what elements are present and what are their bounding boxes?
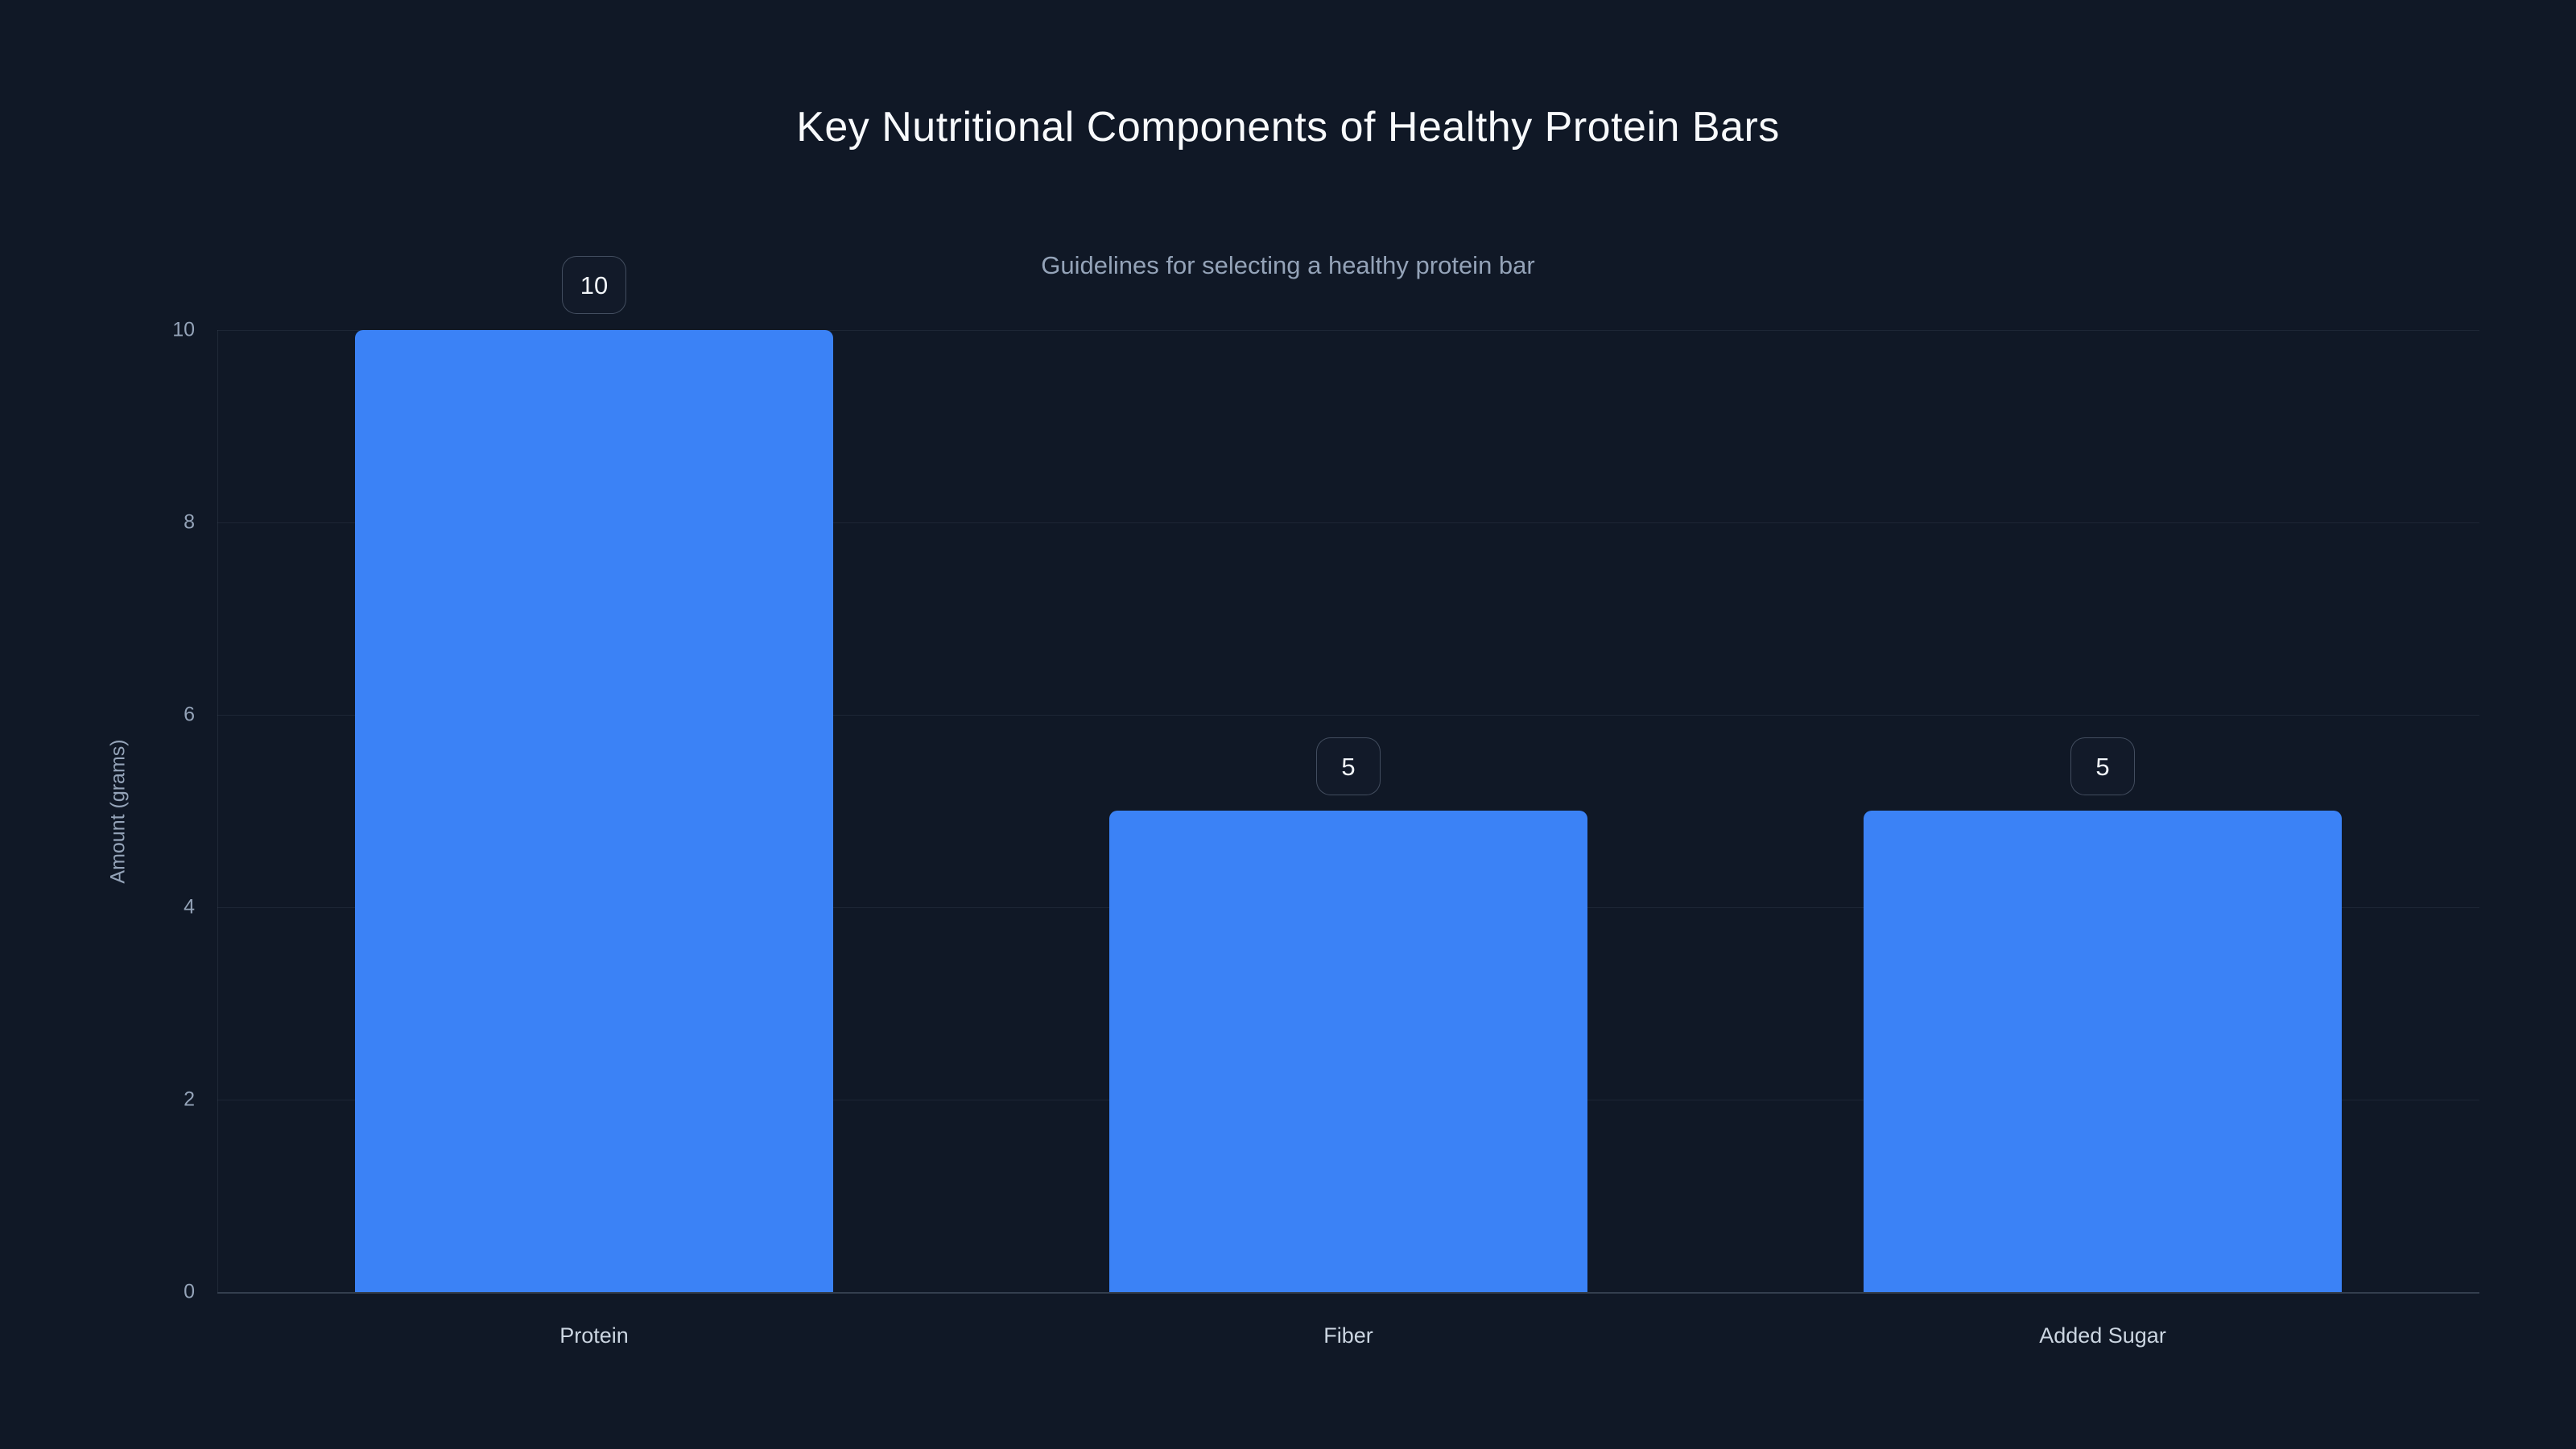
y-tick-label-0: 0 [184, 1280, 195, 1303]
y-tick-label-10: 10 [172, 318, 195, 341]
plot-area [217, 330, 2479, 1294]
y-tick-label-8: 8 [184, 510, 195, 534]
gridline-y-6 [217, 715, 2479, 716]
chart-title: Key Nutritional Components of Healthy Pr… [796, 104, 1780, 151]
value-badge-added-sugar: 5 [2070, 737, 2135, 795]
y-axis-title: Amount (grams) [106, 739, 130, 884]
gridline-y-8 [217, 522, 2479, 523]
y-tick-label-4: 4 [184, 895, 195, 919]
bar-protein[interactable] [355, 330, 833, 1292]
y-tick-label-2: 2 [184, 1088, 195, 1111]
value-badge-fiber: 5 [1316, 737, 1381, 795]
chart-subtitle: Guidelines for selecting a healthy prote… [1041, 251, 1535, 279]
y-axis-line [217, 330, 218, 1292]
gridline-y-10 [217, 330, 2479, 331]
x-axis-label-protein: Protein [559, 1323, 629, 1348]
bar-added-sugar[interactable] [1864, 811, 2342, 1292]
x-axis-label-fiber: Fiber [1323, 1323, 1373, 1348]
bar-fiber[interactable] [1109, 811, 1587, 1292]
y-tick-label-6: 6 [184, 703, 195, 726]
value-badge-protein: 10 [562, 256, 626, 314]
gridline-y-0 [217, 1292, 2479, 1294]
x-axis-label-added-sugar: Added Sugar [2039, 1323, 2166, 1348]
